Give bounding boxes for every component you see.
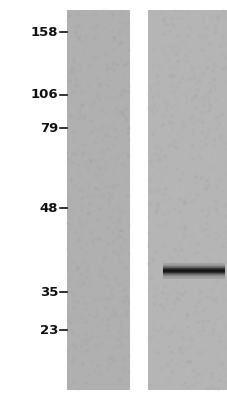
Bar xyxy=(162,273,224,274)
Bar xyxy=(147,10,227,390)
Bar xyxy=(162,275,224,276)
Bar xyxy=(162,264,224,265)
Bar xyxy=(67,10,129,390)
Bar xyxy=(162,263,224,264)
Bar xyxy=(162,275,224,276)
Text: 106: 106 xyxy=(30,88,58,102)
Bar xyxy=(162,264,224,265)
Bar xyxy=(162,277,224,278)
Text: 48: 48 xyxy=(39,202,58,214)
Bar xyxy=(162,265,224,266)
Bar xyxy=(162,267,224,268)
Bar xyxy=(162,273,224,274)
Bar xyxy=(162,263,224,264)
Bar xyxy=(162,274,224,275)
Bar xyxy=(162,274,224,276)
Bar xyxy=(162,276,224,277)
Bar xyxy=(162,268,224,269)
Bar xyxy=(162,276,224,277)
Bar xyxy=(162,271,224,272)
Text: 158: 158 xyxy=(30,26,58,38)
Bar xyxy=(162,272,224,273)
Bar xyxy=(162,269,224,270)
Bar xyxy=(162,278,224,279)
Bar xyxy=(162,270,224,271)
Bar xyxy=(162,264,224,266)
Bar xyxy=(162,272,224,273)
Bar xyxy=(162,271,224,272)
Bar xyxy=(162,274,224,275)
Bar xyxy=(162,266,224,267)
Bar xyxy=(162,267,224,268)
Bar xyxy=(162,266,224,267)
Bar xyxy=(162,269,224,270)
Text: 79: 79 xyxy=(39,122,58,134)
Bar xyxy=(162,268,224,269)
Bar xyxy=(162,273,224,274)
Text: 35: 35 xyxy=(39,286,58,298)
Text: 23: 23 xyxy=(39,324,58,336)
Bar xyxy=(162,270,224,271)
Bar xyxy=(162,265,224,266)
Bar xyxy=(162,277,224,278)
